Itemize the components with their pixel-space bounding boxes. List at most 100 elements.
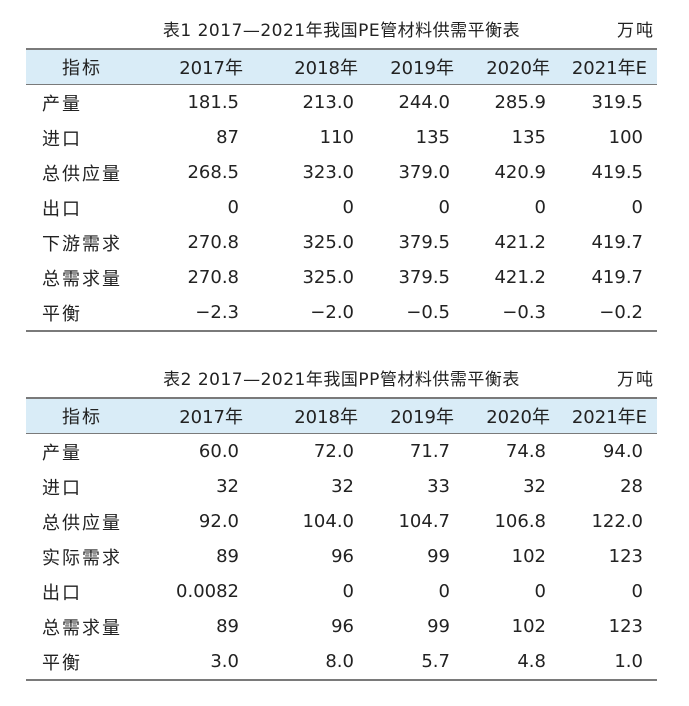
row-label: 产量 [42,93,82,115]
table-unit: 万吨 [617,21,655,41]
table-cell: 87 [216,127,239,148]
table-cell: −0.5 [368,295,464,332]
supply-demand-table: 指标 2017年 2018年 2019年 2020年 2021年E 产量 181… [26,48,657,332]
table-row: 总供应量 268.5 323.0 379.0 420.9 419.5 [26,155,657,190]
row-label: 产量 [42,442,82,464]
table-cell: 323.0 [302,162,354,183]
table-cell: 421.2 [494,232,546,253]
column-header: 2021年E [560,397,657,434]
table-cell: 122.0 [591,511,643,532]
column-header: 2020年 [464,48,560,85]
table-cell: 3.0 [138,644,253,681]
table-header-row: 指标 2017年 2018年 2019年 2020年 2021年E [26,397,657,434]
table-cell: 104.0 [302,511,354,532]
table-row: 进口 32 32 33 32 28 [26,469,657,504]
column-header: 2019年 [368,48,464,85]
column-header: 指标 [26,397,138,434]
table-cell: 420.9 [494,162,546,183]
table-cell: 102 [511,546,546,567]
table-cell: 92.0 [198,511,239,532]
row-label: 出口 [42,198,82,220]
table-cell: 89 [216,546,239,567]
table-cell: −0.2 [560,295,657,332]
table-cell: 123 [608,616,643,637]
row-label: 平衡 [26,644,138,681]
row-label: 总需求量 [42,268,122,290]
table-cell: 0.0082 [176,581,239,602]
table-unit: 万吨 [617,370,655,390]
table-cell: 110 [319,127,354,148]
table-cell: 0 [438,197,450,218]
column-header: 2019年 [368,397,464,434]
table-cell: 33 [427,476,450,497]
table-cell: 379.5 [398,232,450,253]
table-row: 总需求量 89 96 99 102 123 [26,609,657,644]
column-header: 2020年 [464,397,560,434]
table-row: 出口 0 0 0 0 0 [26,190,657,225]
table-cell: 72.0 [313,441,354,462]
table-cell: 32 [216,476,239,497]
table-cell: 0 [534,197,546,218]
table-cell: 0 [227,197,239,218]
table-cell: 379.5 [398,267,450,288]
table-cell: 5.7 [368,644,464,681]
table-cell: 123 [608,546,643,567]
table-cell: 325.0 [302,267,354,288]
table-cell: 135 [511,127,546,148]
table-cell: 99 [427,616,450,637]
column-header: 2017年 [138,397,253,434]
table-cell: 74.8 [505,441,546,462]
row-label: 实际需求 [42,547,122,569]
table-cell: −2.3 [138,295,253,332]
table-cell: 270.8 [187,267,239,288]
table-cell: 285.9 [494,92,546,113]
table-cell: 135 [415,127,450,148]
table-cell: 28 [620,476,643,497]
table-cell: 379.0 [398,162,450,183]
table-title: 表2 2017—2021年我国PP管材料供需平衡表 [163,370,520,390]
table-cell: 106.8 [494,511,546,532]
table-cell: 0 [631,197,643,218]
table-cell: 0 [534,581,546,602]
table-cell: 71.7 [409,441,450,462]
table-cell: 319.5 [591,92,643,113]
supply-demand-table: 指标 2017年 2018年 2019年 2020年 2021年E 产量 60.… [26,397,657,681]
row-label: 进口 [42,477,82,499]
table-cell: −0.3 [464,295,560,332]
table-cell: 0 [631,581,643,602]
table-row: 总需求量 270.8 325.0 379.5 421.2 419.7 [26,260,657,295]
table-caption: 表1 2017—2021年我国PE管材料供需平衡表 万吨 [26,14,657,48]
table-cell: 4.8 [464,644,560,681]
column-header: 2018年 [253,397,368,434]
table-row: 进口 87 110 135 135 100 [26,120,657,155]
table-cell: 244.0 [398,92,450,113]
row-label: 出口 [42,582,82,604]
row-label: 进口 [42,128,82,150]
table-row: 下游需求 270.8 325.0 379.5 421.2 419.7 [26,225,657,260]
table-title: 表1 2017—2021年我国PE管材料供需平衡表 [162,21,521,41]
table-row: 出口 0.0082 0 0 0 0 [26,574,657,609]
table-cell: 104.7 [398,511,450,532]
table-cell: 60.0 [198,441,239,462]
table-2-block: 表2 2017—2021年我国PP管材料供需平衡表 万吨 指标 2017年 20… [26,363,657,681]
table-header-row: 指标 2017年 2018年 2019年 2020年 2021年E [26,48,657,85]
table-cell: 213.0 [302,92,354,113]
table-cell: 181.5 [187,92,239,113]
row-label: 总供应量 [42,512,122,534]
column-header: 2021年E [560,48,657,85]
table-cell: 100 [608,127,643,148]
column-header: 2017年 [138,48,253,85]
table-cell: 325.0 [302,232,354,253]
table-row: 平衡 3.0 8.0 5.7 4.8 1.0 [26,644,657,681]
row-label: 下游需求 [42,233,122,255]
table-cell: 0 [342,581,354,602]
table-cell: 99 [427,546,450,567]
column-header: 2018年 [253,48,368,85]
table-row: 实际需求 89 96 99 102 123 [26,539,657,574]
table-1-block: 表1 2017—2021年我国PE管材料供需平衡表 万吨 指标 2017年 20… [26,14,657,332]
table-cell: 419.7 [591,232,643,253]
row-label: 总供应量 [42,163,122,185]
table-cell: 419.7 [591,267,643,288]
table-row: 平衡 −2.3 −2.0 −0.5 −0.3 −0.2 [26,295,657,332]
table-cell: 32 [523,476,546,497]
